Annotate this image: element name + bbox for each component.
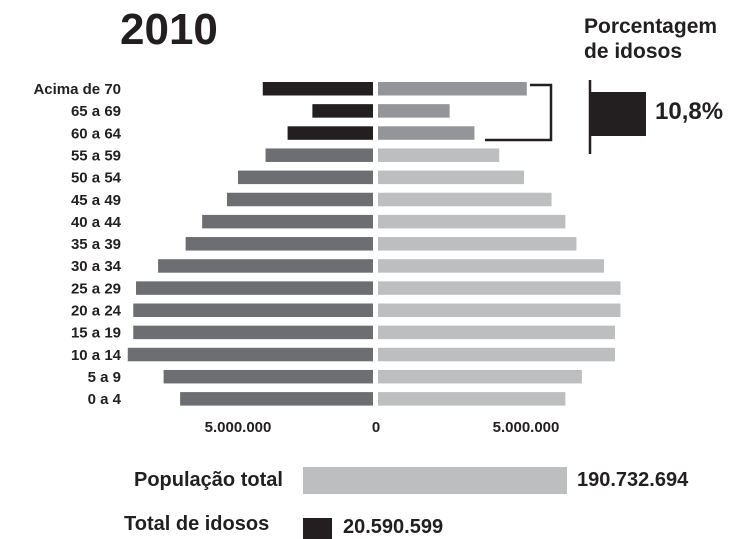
age-group-label: 15 a 19 — [71, 325, 121, 342]
female-bar — [378, 170, 525, 185]
female-bar — [378, 303, 621, 317]
total-elderly-bar — [303, 518, 332, 539]
percentage-heading: Porcentagem de idosos — [584, 14, 717, 64]
female-bar — [378, 259, 604, 273]
age-group-label: 30 a 34 — [71, 258, 122, 275]
female-bars — [378, 82, 621, 406]
age-group-label: 50 a 54 — [71, 170, 122, 187]
age-group-label: 25 a 29 — [71, 280, 121, 297]
male-bar — [136, 281, 373, 295]
female-bar — [378, 126, 475, 140]
percentage-value: 10,8% — [655, 98, 724, 125]
male-bar — [180, 392, 373, 406]
age-group-label: 45 a 49 — [71, 192, 121, 209]
female-bar — [378, 347, 615, 362]
percentage-heading-line1: Porcentagem — [584, 15, 718, 38]
total-elderly-label: Total de idosos — [124, 513, 270, 535]
female-bar — [378, 281, 621, 295]
age-group-label: 5 a 9 — [88, 369, 121, 386]
male-bar — [202, 214, 373, 229]
male-bar — [127, 347, 373, 362]
x-tick-label: 5.000.000 — [205, 419, 272, 436]
female-bar — [378, 392, 566, 406]
age-group-labels: 0 a 4 5 a 9 10 a 14 15 a 19 20 a 24 25 a 29 30… — [33, 81, 121, 408]
female-bar — [378, 104, 450, 118]
age-group-label: 65 a 69 — [71, 103, 121, 120]
male-bar — [185, 237, 373, 251]
age-group-label: 60 a 64 — [71, 125, 122, 142]
age-group-label: 40 a 44 — [71, 214, 122, 231]
age-group-label: 20 a 24 — [71, 303, 122, 320]
x-tick-label: 0 — [372, 419, 380, 436]
age-group-label: 35 a 39 — [71, 236, 121, 253]
male-bar — [158, 259, 373, 273]
x-tick-label: 5.000.000 — [493, 419, 560, 436]
total-elderly-value: 20.590.599 — [343, 516, 444, 538]
age-group-label: Acima de 70 — [33, 81, 121, 98]
age-group-label: 10 a 14 — [71, 347, 122, 364]
x-axis-tick-labels: 5.000.000 0 5.000.000 — [205, 419, 560, 436]
male-bar — [163, 369, 373, 384]
total-population-bar — [303, 467, 567, 494]
male-bar — [226, 192, 373, 207]
age-group-label: 0 a 4 — [88, 391, 122, 408]
female-bar — [378, 214, 566, 229]
total-population-value: 190.732.694 — [577, 469, 689, 491]
male-bar — [237, 170, 373, 185]
total-population-label: População total — [134, 469, 283, 491]
female-bar — [378, 325, 615, 340]
female-bar — [378, 82, 527, 96]
elderly-bracket — [485, 83, 553, 142]
male-bars — [127, 82, 373, 406]
female-bar — [378, 148, 500, 162]
female-bar — [378, 369, 582, 384]
female-bar — [378, 192, 552, 207]
male-bar — [133, 303, 373, 317]
female-bar — [378, 237, 577, 251]
male-bar — [133, 325, 373, 340]
elderly-percentage-bar — [590, 92, 646, 136]
male-bar — [312, 104, 373, 118]
male-bar — [265, 148, 373, 162]
percentage-heading-line2: de idosos — [584, 40, 683, 64]
chart-title: 2010 — [120, 5, 218, 54]
male-bar — [287, 126, 373, 140]
age-group-label: 55 a 59 — [71, 147, 121, 164]
male-bar — [262, 82, 373, 96]
